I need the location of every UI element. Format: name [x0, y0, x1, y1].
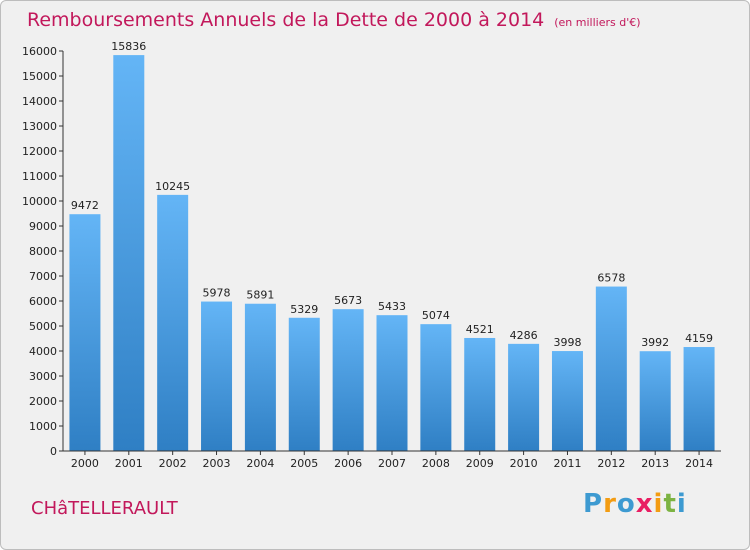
x-tick-label: 2012 [597, 457, 625, 470]
y-tick-label: 0 [50, 445, 57, 458]
y-tick-label: 14000 [22, 95, 57, 108]
logo-letter: r [603, 489, 617, 519]
bar [683, 347, 715, 451]
logo-letter: t [663, 489, 677, 519]
bar [595, 286, 627, 451]
bar [639, 351, 671, 451]
title-text: Remboursements Annuels de la Dette de 20… [27, 9, 545, 31]
bar [69, 214, 101, 451]
bar-value-label: 5329 [290, 303, 318, 316]
x-tick-label: 2005 [290, 457, 318, 470]
logo-letter: o [616, 489, 636, 519]
bars: 9472 15836 10245 5978 5891 5329 5673 5433 5074 45… [69, 40, 715, 451]
logo-letter: i [653, 489, 664, 519]
y-axis: 0 1000 2000 3000 4000 5000 6000 7000 8000 9000 100… [22, 45, 64, 458]
bar-value-label: 4521 [466, 323, 494, 336]
y-tick-label: 9000 [29, 220, 57, 233]
y-tick-label: 15000 [22, 70, 57, 83]
bar [288, 317, 320, 451]
x-tick-label: 2003 [203, 457, 231, 470]
y-tick-label: 13000 [22, 120, 57, 133]
x-tick-label: 2008 [422, 457, 450, 470]
bar-value-label: 5074 [422, 309, 450, 322]
bar-value-label: 4286 [510, 329, 538, 342]
logo-letter: i [676, 489, 687, 519]
bar-value-label: 5891 [246, 289, 274, 302]
proxiti-logo[interactable]: Proxiti [583, 489, 687, 519]
bar [113, 55, 145, 451]
x-tick-label: 2006 [334, 457, 362, 470]
y-tick-label: 16000 [22, 45, 57, 58]
y-tick-label: 12000 [22, 145, 57, 158]
bar [244, 303, 276, 451]
y-tick-label: 8000 [29, 245, 57, 258]
y-tick-label: 7000 [29, 270, 57, 283]
bar-value-label: 3998 [553, 336, 581, 349]
bar-value-label: 10245 [155, 180, 190, 193]
bar [551, 351, 583, 451]
bar-value-label: 5978 [203, 287, 231, 300]
bar [157, 194, 189, 451]
bar-value-label: 3992 [641, 336, 669, 349]
y-tick-label: 10000 [22, 195, 57, 208]
y-tick-label: 3000 [29, 370, 57, 383]
bar-value-label: 5433 [378, 300, 406, 313]
y-tick-label: 2000 [29, 395, 57, 408]
bar-value-label: 9472 [71, 199, 99, 212]
x-tick-label: 2004 [246, 457, 274, 470]
bar [376, 315, 408, 451]
x-tick-label: 2002 [159, 457, 187, 470]
x-tick-label: 2009 [466, 457, 494, 470]
y-tick-label: 11000 [22, 170, 57, 183]
y-tick-label: 6000 [29, 295, 57, 308]
x-tick-label: 2010 [510, 457, 538, 470]
bar-value-label: 6578 [597, 272, 625, 285]
x-axis: 2000 2001 2002 2003 2004 2005 2006 2007 2008 2009… [63, 450, 721, 470]
bar-value-label: 15836 [111, 40, 146, 53]
y-tick-label: 4000 [29, 345, 57, 358]
bar-value-label: 5673 [334, 294, 362, 307]
x-tick-label: 2001 [115, 457, 143, 470]
bar [420, 324, 452, 451]
bar [464, 337, 496, 451]
bar [508, 343, 540, 451]
x-tick-label: 2011 [553, 457, 581, 470]
x-tick-label: 2013 [641, 457, 669, 470]
bar [201, 301, 233, 451]
x-tick-label: 2007 [378, 457, 406, 470]
bar-value-label: 4159 [685, 332, 713, 345]
bar [332, 309, 364, 451]
y-tick-label: 5000 [29, 320, 57, 333]
logo-letter: x [635, 489, 654, 519]
commune-name: CHâTELLERAULT [31, 498, 178, 519]
x-tick-label: 2000 [71, 457, 99, 470]
x-tick-label: 2014 [685, 457, 713, 470]
logo-letter: P [583, 489, 604, 519]
title-unit: (en milliers d'€) [554, 16, 641, 29]
chart-title: Remboursements Annuels de la Dette de 20… [27, 9, 641, 31]
y-tick-label: 1000 [29, 420, 57, 433]
